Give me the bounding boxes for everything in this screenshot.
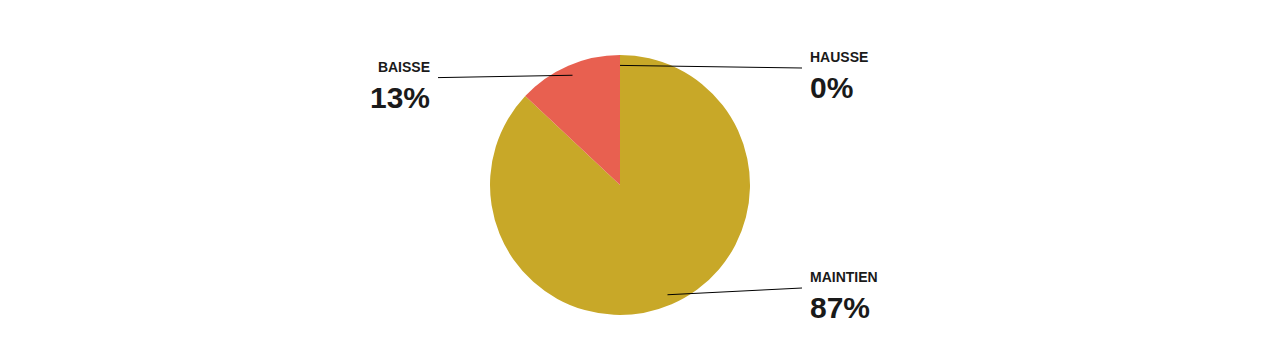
leader-line: [620, 65, 802, 68]
labels: HAUSSE 0% MAINTIEN 87% BAISSE 13%: [370, 49, 878, 324]
pie-slice: [525, 55, 620, 185]
pie-slice: [490, 55, 750, 315]
data-label: 13%: [370, 81, 430, 114]
slice-label: MAINTIEN: [810, 269, 878, 285]
slice-label: BAISSE: [378, 59, 430, 75]
data-label: 0%: [810, 71, 853, 104]
slice-label: HAUSSE: [810, 49, 868, 65]
pie: [490, 55, 750, 315]
data-label: 87%: [810, 291, 870, 324]
leader-line: [438, 75, 573, 77]
chart: HAUSSE 0% MAINTIEN 87% BAISSE 13%: [0, 0, 1280, 363]
leader-line: [667, 288, 802, 295]
